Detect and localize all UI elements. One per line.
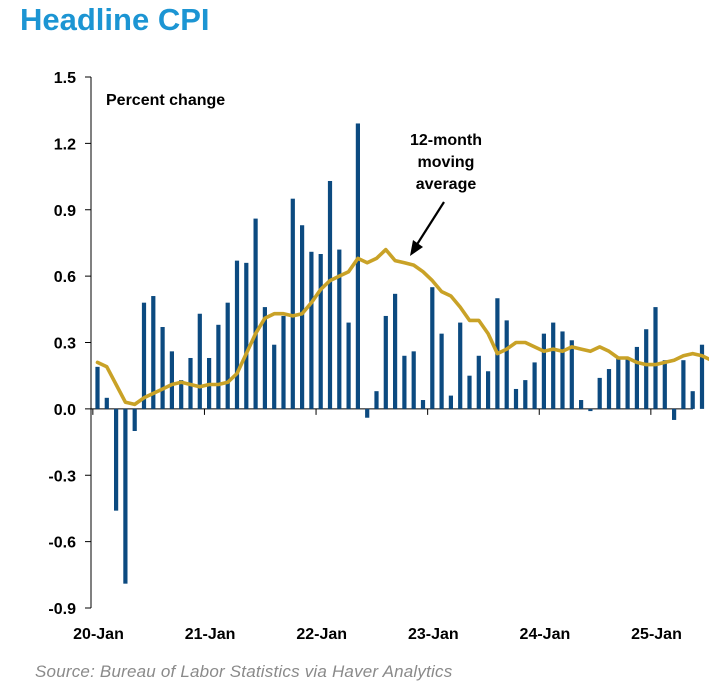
x-tick-label: 22-Jan [296,626,347,643]
annotation-line-3: average [416,176,477,193]
y-tick-label: 0.0 [54,402,76,419]
bar-2024-02 [551,322,556,409]
axis-labels: 1.5 1.2 0.9 0.6 0.3 0.0 -0.3 -0.6 -0.9 20-Jan 21-J… [48,70,681,643]
bar-2021-07 [262,307,267,409]
bar-2021-10 [290,198,295,409]
bar-2020-03 [114,408,119,511]
x-tick-label: 20-Jan [73,626,124,643]
bar-2023-04 [458,322,463,409]
bar-2020-10 [179,380,184,409]
bar-2022-11 [411,351,416,409]
bar-2022-09 [393,293,398,409]
y-axis-label: Percent change [106,92,225,109]
bar-2022-03 [337,249,342,409]
bar-2020-01 [95,366,100,409]
bar-series [95,123,705,584]
bar-2022-05 [355,123,360,409]
bar-2020-08 [160,327,165,409]
bar-2023-02 [439,333,444,409]
bar-2021-08 [272,344,277,409]
bar-2023-01 [430,287,435,409]
chart-title: Headline CPI [20,2,210,37]
bar-2023-11 [523,380,528,409]
bar-2024-05 [579,400,584,409]
y-tick-label: 0.3 [54,336,76,353]
bar-2024-11 [634,346,639,409]
bar-2021-06 [253,218,258,409]
annotation: 12-month moving average [410,132,482,256]
bar-2022-04 [346,322,351,409]
annotation-line-2: moving [418,154,475,171]
bar-2020-07 [151,296,156,409]
y-tick-label: 0.9 [54,203,76,220]
bar-2024-12 [644,329,649,409]
moving-average-line [95,247,709,407]
bar-2024-07 [597,377,602,409]
y-tick-label: -0.3 [48,468,76,485]
y-tick-label: -0.6 [48,535,76,552]
bar-2024-01 [541,333,546,409]
bar-2021-11 [300,225,305,409]
bar-2024-10 [625,357,630,409]
x-tick-label: 21-Jan [185,626,236,643]
annotation-line-1: 12-month [410,132,482,149]
bar-2020-05 [132,408,137,431]
bar-2022-02 [327,180,333,409]
y-tick-label: 1.5 [54,70,76,87]
bar-2020-09 [169,351,174,409]
bar-2023-12 [532,362,537,409]
x-tick-label: 24-Jan [520,626,571,643]
bar-2020-06 [141,302,147,409]
bar-2020-04 [123,408,128,584]
bar-2025-01 [653,307,658,409]
bar-2024-09 [616,357,621,409]
bar-2022-07 [374,391,379,409]
bar-2021-04 [234,260,240,409]
bar-2022-01 [318,254,323,409]
bar-2023-10 [513,388,519,409]
bar-2025-03 [672,408,677,420]
bar-2023-06 [476,355,481,409]
bar-2021-03 [225,302,230,409]
bar-2024-03 [560,331,565,409]
bar-2023-03 [448,395,453,409]
bar-2024-04 [569,340,574,409]
source-note: Source: Bureau of Labor Statistics via H… [35,662,453,681]
bar-2020-02 [104,397,109,409]
bar-2024-06 [588,408,593,412]
bar-2020-12 [197,313,202,409]
x-tick-label: 23-Jan [408,626,459,643]
bar-2025-04 [681,360,686,409]
y-tick-label: 0.6 [54,269,76,286]
bar-2021-12 [309,251,314,409]
x-tick-label: 25-Jan [631,626,682,643]
bar-2023-09 [504,320,509,409]
chart-canvas: 1.5 1.2 0.9 0.6 0.3 0.0 -0.3 -0.6 -0.9 20-Jan 21-J… [48,70,709,643]
bar-2022-06 [365,408,370,418]
bar-2021-02 [216,324,221,409]
annotation-arrow [415,201,445,247]
bar-2021-09 [281,315,286,409]
bar-2025-06 [699,344,705,409]
bar-2022-10 [402,355,407,409]
bar-2023-07 [486,371,491,409]
bar-2025-05 [690,391,695,409]
bar-2024-08 [606,369,612,409]
bar-2021-05 [244,262,249,409]
y-tick-label: 1.2 [54,136,76,153]
bar-2022-08 [383,315,388,409]
axes-layer [85,76,693,609]
bar-2025-02 [662,360,667,409]
moving-average-series [95,247,709,407]
y-tick-label: -0.9 [48,601,76,618]
annotation-arrowhead [410,240,423,256]
bar-2022-12 [420,400,426,409]
bar-2023-05 [467,375,472,409]
